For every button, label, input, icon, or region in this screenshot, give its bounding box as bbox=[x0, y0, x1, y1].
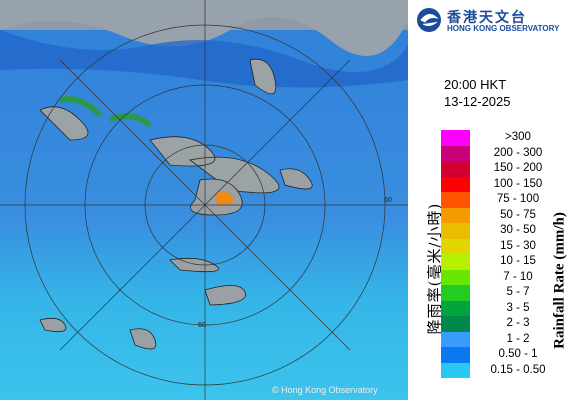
range-rings bbox=[0, 0, 408, 400]
legend-swatch bbox=[441, 130, 470, 146]
legend-label: 5 - 7 bbox=[506, 286, 530, 298]
legend-label: 7 - 10 bbox=[503, 270, 533, 283]
legend-label: 2 - 3 bbox=[506, 317, 530, 329]
legend-label: 50 - 75 bbox=[500, 208, 536, 221]
legend-swatch bbox=[441, 316, 470, 332]
legend-swatch bbox=[441, 331, 470, 347]
ring-label: 60 bbox=[384, 197, 392, 204]
ring-label: 60 bbox=[198, 322, 206, 329]
island bbox=[39, 168, 313, 350]
legend-label: 10 - 15 bbox=[500, 255, 536, 267]
legend-swatch bbox=[441, 223, 470, 239]
logo-icon bbox=[417, 8, 441, 32]
rain-cell bbox=[215, 191, 234, 205]
legend-swatch bbox=[441, 362, 470, 378]
logo-chinese: 香港天文台 bbox=[447, 9, 527, 25]
legend-swatch bbox=[441, 145, 470, 161]
legend-swatch bbox=[441, 161, 470, 177]
legend-swatch bbox=[441, 176, 470, 192]
legend-label: 200 - 300 bbox=[493, 146, 543, 159]
legend-swatch bbox=[441, 254, 470, 270]
legend-swatch bbox=[441, 285, 470, 301]
legend-label: 0.50 - 1 bbox=[498, 348, 538, 360]
legend-swatch bbox=[441, 207, 470, 223]
copyright: © Hong Kong Observatory bbox=[272, 385, 378, 395]
legend-label: 75 - 100 bbox=[496, 193, 540, 205]
legend-label: 1 - 2 bbox=[506, 332, 530, 345]
legend-label: 15 - 30 bbox=[500, 239, 536, 252]
legend-label: 0.15 - 0.50 bbox=[490, 363, 546, 376]
legend-swatch bbox=[441, 238, 470, 254]
legend-swatch bbox=[441, 347, 470, 363]
radar-map: 60 60 © Hong Kong Observatory bbox=[0, 0, 408, 400]
rain-cell bbox=[59, 96, 152, 128]
legend-swatch bbox=[441, 192, 470, 208]
land bbox=[0, 0, 408, 56]
rain-band bbox=[0, 30, 408, 88]
legend-swatch bbox=[441, 269, 470, 285]
date: 13-12-2025 bbox=[444, 94, 511, 109]
legend-swatch bbox=[441, 300, 470, 316]
legend-label: 30 - 50 bbox=[500, 224, 536, 236]
legend-label: 100 - 150 bbox=[493, 177, 543, 190]
legend-label: 150 - 200 bbox=[493, 162, 543, 174]
land bbox=[39, 58, 280, 194]
legend-label: >300 bbox=[505, 131, 531, 143]
legend-label: 3 - 5 bbox=[506, 301, 530, 314]
logo-english: HONG KONG OBSERVATORY bbox=[447, 24, 560, 33]
time: 20:00 HKT bbox=[444, 77, 507, 92]
